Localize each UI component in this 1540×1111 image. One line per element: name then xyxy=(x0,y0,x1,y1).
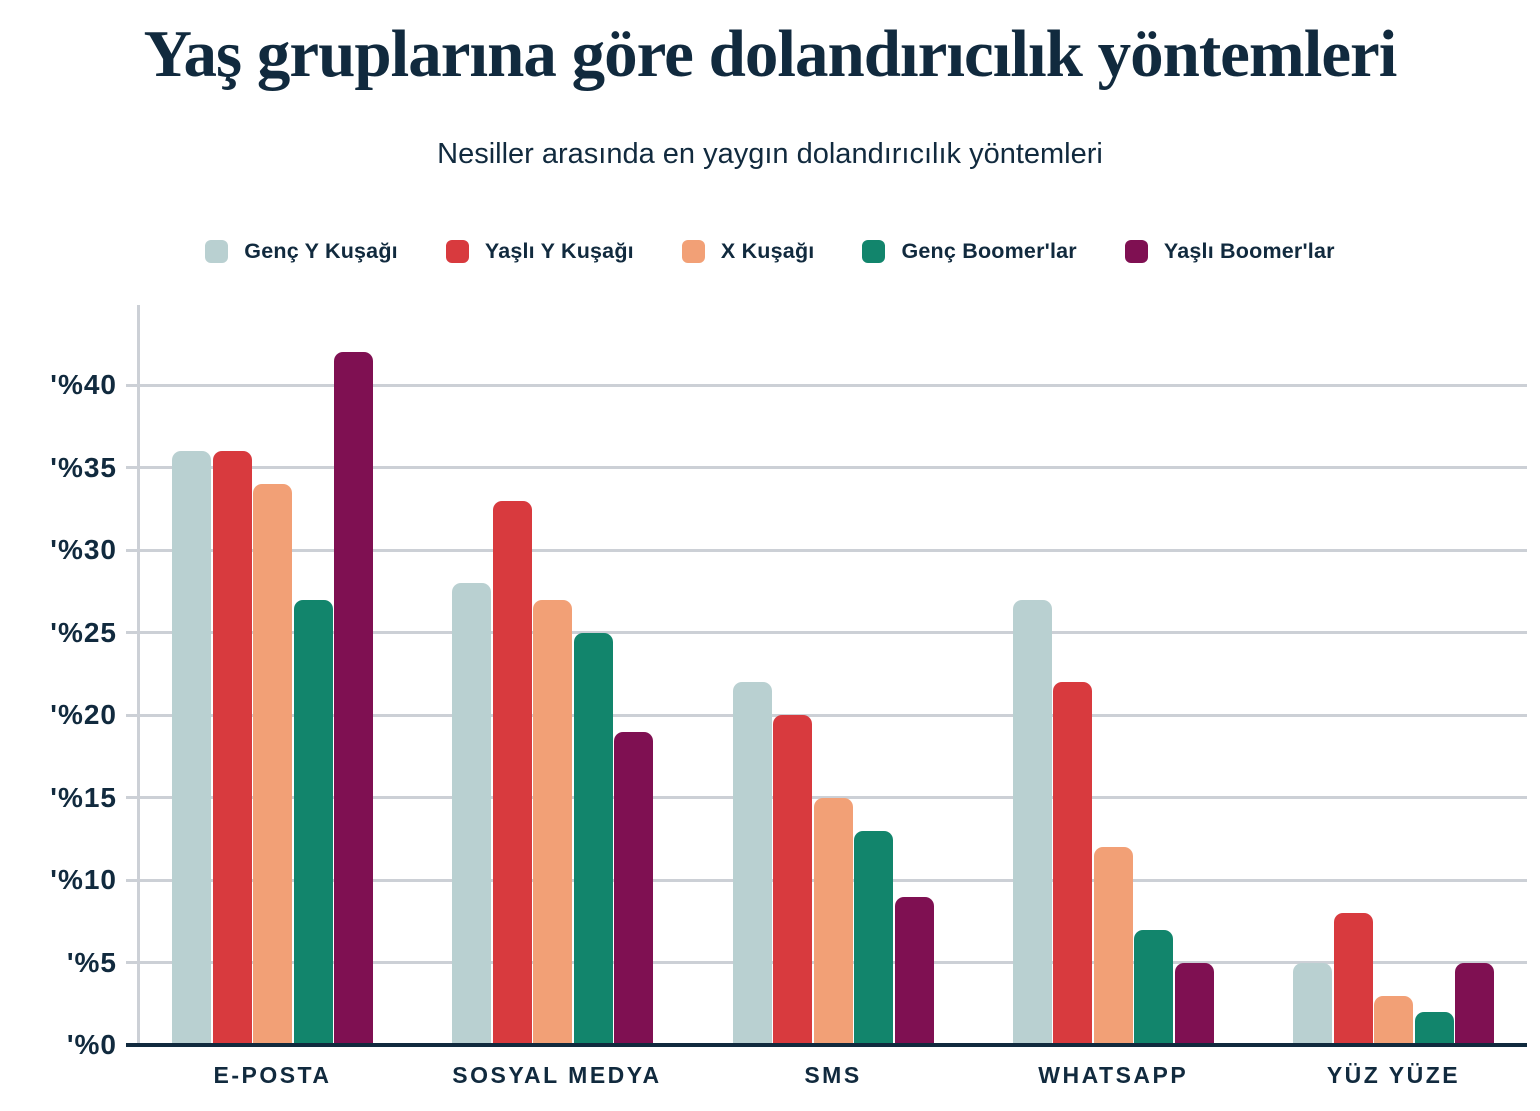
x-axis-label: SOSYAL MEDYA xyxy=(452,1062,662,1088)
plot-area: E-POSTA SOSYAL MEDYA SMS WHATSAPP YÜZ YÜZE '… xyxy=(50,305,1527,1088)
legend-label: Genç Boomer'lar xyxy=(901,239,1077,263)
gridline xyxy=(126,466,1527,469)
gridline xyxy=(126,383,1527,387)
bar xyxy=(813,797,853,1045)
bar xyxy=(1053,682,1093,1045)
legend-label: Genç Y Kuşağı xyxy=(244,239,398,263)
legend-swatch-icon xyxy=(445,240,469,263)
y-tick-label: '%20 xyxy=(50,699,117,730)
gridline xyxy=(126,713,1527,717)
bar-group-whatsapp xyxy=(1012,305,1214,1045)
bar xyxy=(172,451,211,1045)
bar xyxy=(1012,599,1052,1045)
x-axis-label: YÜZ YÜZE xyxy=(1326,1062,1461,1088)
legend-label: Yaşlı Boomer'lar xyxy=(1163,239,1335,263)
x-axis-labels: E-POSTA SOSYAL MEDYA SMS WHATSAPP YÜZ YÜZE xyxy=(172,1062,1494,1089)
legend-item: Yaşlı Y Kuşağı xyxy=(445,239,634,264)
bar xyxy=(1093,847,1133,1045)
y-axis-line xyxy=(137,305,140,1045)
y-tick-label: '%0 xyxy=(66,1029,117,1060)
legend-item: Genç Y Kuşağı xyxy=(205,239,398,264)
y-tick-label: '%5 xyxy=(66,946,117,978)
chart-title: Yaş gruplarına göre dolandırıcılık yönte… xyxy=(143,17,1398,91)
bar xyxy=(894,896,934,1045)
legend-swatch-icon xyxy=(205,240,229,263)
bar xyxy=(1134,929,1174,1045)
y-tick-label: '%35 xyxy=(50,451,117,483)
bar xyxy=(854,830,893,1045)
bar xyxy=(573,632,613,1045)
gridline xyxy=(126,631,1527,634)
bar-group-e-posta xyxy=(172,305,373,1045)
bar xyxy=(212,451,252,1045)
bar xyxy=(773,715,812,1045)
y-tick-label: '%15 xyxy=(50,781,117,813)
legend-item: X Kuşağı xyxy=(681,239,815,264)
chart-legend: Genç Y Kuşağı Yaşlı Y Kuşağı X Kuşağı Genç … xyxy=(0,239,1540,264)
bar xyxy=(1293,962,1332,1045)
legend-item: Yaşlı Boomer'lar xyxy=(1124,239,1335,264)
y-tick-label: '%25 xyxy=(50,616,117,648)
legend-item: Genç Boomer'lar xyxy=(862,239,1077,264)
bar xyxy=(293,599,333,1045)
bar xyxy=(334,352,373,1045)
bar xyxy=(452,583,492,1045)
bar xyxy=(614,731,654,1045)
x-axis-label: WHATSAPP xyxy=(1038,1062,1189,1088)
x-axis-label: SMS xyxy=(804,1062,862,1088)
x-axis-line xyxy=(126,1043,1527,1047)
bar xyxy=(1333,913,1373,1045)
bar-group-y-z-y-ze xyxy=(1293,305,1494,1045)
bar xyxy=(732,682,772,1045)
bar-group-sosyal-medya xyxy=(452,305,654,1045)
legend-swatch-icon xyxy=(681,240,705,263)
x-axis-label: E-POSTA xyxy=(213,1062,332,1088)
bar xyxy=(533,599,573,1045)
bar xyxy=(253,484,292,1045)
y-tick-label: '%40 xyxy=(50,369,117,400)
legend-label: Yaşlı Y Kuşağı xyxy=(484,239,634,263)
legend-swatch-icon xyxy=(1124,240,1148,263)
bar xyxy=(1455,962,1494,1045)
y-tick-label: '%10 xyxy=(50,864,117,895)
legend-swatch-icon xyxy=(862,240,886,263)
bar xyxy=(1174,962,1214,1045)
y-tick-label: '%30 xyxy=(50,534,117,565)
bar xyxy=(1414,1012,1454,1045)
chart-subtitle: Nesiller arasında en yaygın dolandırıcıl… xyxy=(437,138,1103,170)
bar-group-sms xyxy=(732,305,934,1045)
bar xyxy=(1374,995,1413,1045)
gridline xyxy=(126,548,1527,552)
bar-series-container xyxy=(137,305,1527,1045)
bar xyxy=(492,500,532,1045)
legend-label: X Kuşağı xyxy=(720,239,815,263)
